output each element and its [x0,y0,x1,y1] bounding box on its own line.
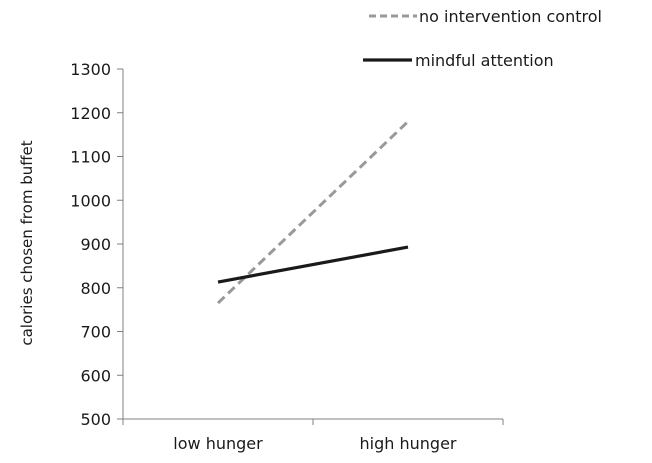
legend-label: mindful attention [415,51,554,70]
y-tick-label: 1200 [70,104,111,123]
x-tick-label: high hunger [360,434,457,453]
y-axis-title: calories chosen from buffet [18,140,36,345]
y-tick-label: 500 [80,410,111,429]
series-layer [216,120,410,305]
legend-item-mindful-attention: mindful attention [363,51,554,70]
y-tick-label: 700 [80,323,111,342]
y-tick-label: 800 [80,279,111,298]
y-tick-label: 900 [80,235,111,254]
y-axis: 500 600 700 800 900 1000 1100 1200 1300 [70,60,124,429]
legend: no intervention control mindful attentio… [363,7,602,70]
series-line-no-intervention-control [216,120,410,305]
x-tick-label: low hunger [173,434,263,453]
legend-label: no intervention control [419,7,602,26]
y-tick-label: 600 [80,366,111,385]
y-tick-label: 1100 [70,148,111,167]
y-tick-label: 1300 [70,60,111,79]
legend-item-no-intervention-control: no intervention control [369,7,602,26]
series-line-mindful-attention [217,245,409,284]
y-tick-label: 1000 [70,191,111,210]
x-axis: low hunger high hunger [122,418,504,453]
